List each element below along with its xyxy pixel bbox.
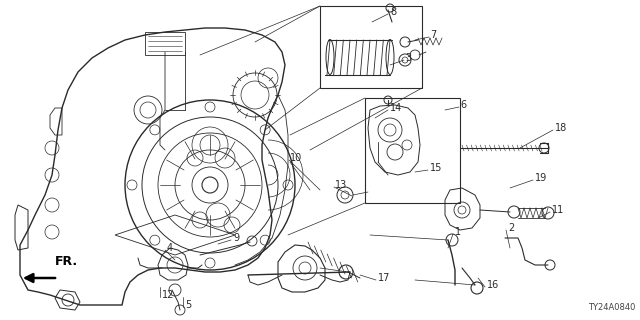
Text: 13: 13 [335, 180, 348, 190]
Text: 10: 10 [290, 153, 302, 163]
Text: 15: 15 [430, 163, 442, 173]
Text: 9: 9 [233, 233, 239, 243]
Text: 19: 19 [535, 173, 547, 183]
Text: 6: 6 [460, 100, 466, 110]
Text: 5: 5 [185, 300, 191, 310]
Text: 2: 2 [508, 223, 515, 233]
Text: 12: 12 [162, 290, 174, 300]
Text: 7: 7 [430, 30, 436, 40]
Text: TY24A0840: TY24A0840 [588, 303, 635, 312]
Text: 4: 4 [167, 243, 173, 253]
Text: 1: 1 [455, 227, 461, 237]
Bar [320, 6, 422, 88]
Text: 16: 16 [487, 280, 499, 290]
Text: 8: 8 [390, 7, 396, 17]
Text: 18: 18 [555, 123, 567, 133]
Text: 14: 14 [390, 103, 403, 113]
Text: 3: 3 [405, 53, 411, 63]
Text: 11: 11 [552, 205, 564, 215]
Text: 17: 17 [378, 273, 390, 283]
Bar [365, 98, 460, 203]
Text: FR.: FR. [55, 255, 78, 268]
